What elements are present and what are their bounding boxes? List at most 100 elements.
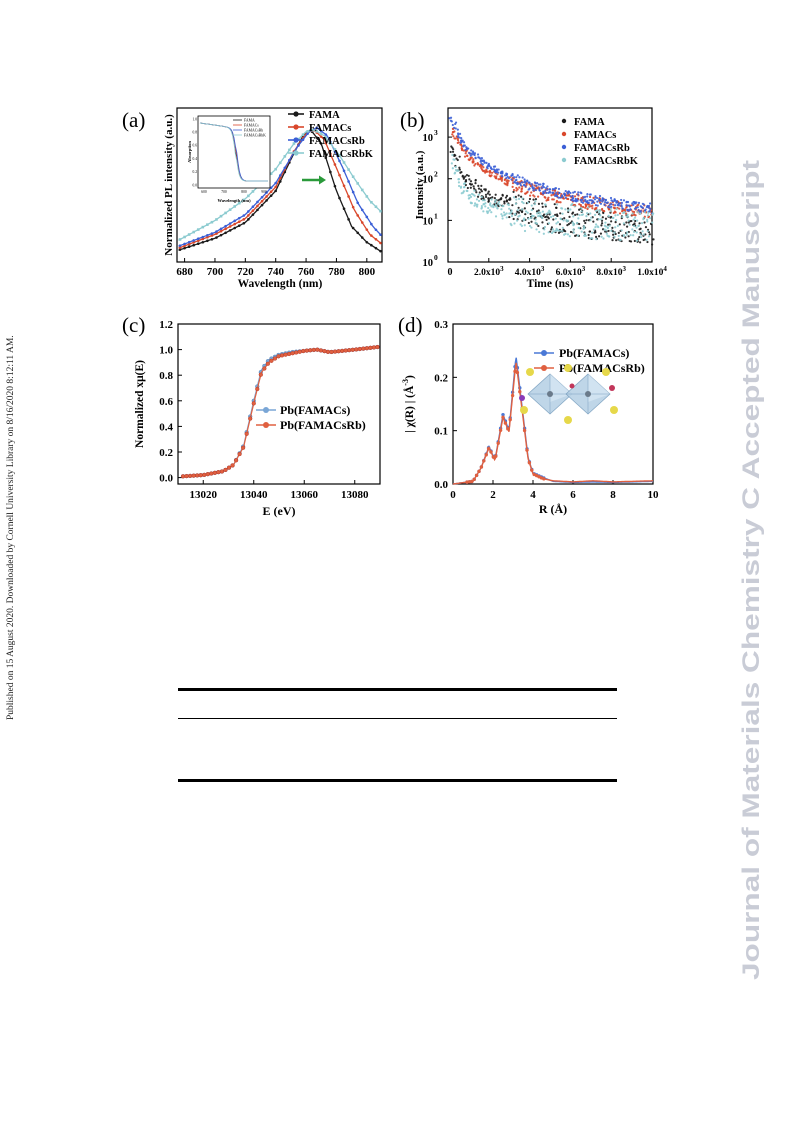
panel-d-xtick-label: 6: [570, 489, 576, 501]
panel-b-point: [626, 200, 630, 204]
panel-b-point: [474, 178, 477, 182]
panel-c-point: [248, 416, 253, 421]
panel-a-point: [360, 221, 364, 224]
panel-a-point: [297, 144, 300, 147]
panel-a-point: [351, 205, 355, 209]
panel-b-point: [477, 193, 480, 196]
panel-b-point: [649, 217, 652, 220]
panel-b-point: [540, 186, 543, 189]
shift-arrow: [302, 175, 326, 185]
panel-b-point: [569, 221, 572, 225]
panel-c-point: [241, 445, 246, 450]
panel-b-point: [613, 231, 616, 234]
legend-label-FAMACsRbK: FAMACsRbK: [574, 156, 639, 167]
panel-b-point: [599, 202, 603, 205]
panel-b-point: [533, 181, 537, 184]
legend-marker: [263, 407, 269, 413]
panel-b-point: [600, 222, 604, 225]
panel-b-point: [633, 210, 636, 214]
panel-b-point: [594, 204, 597, 207]
panel-c-ytick-label: 0.0: [159, 473, 173, 485]
panel-b-point: [576, 213, 579, 216]
panel-b-point: [532, 194, 535, 197]
panel-a-point: [247, 214, 250, 217]
panel-b-point: [507, 179, 510, 182]
panel-d-ytick-label: 0.0: [434, 479, 448, 491]
panel-b-point: [551, 191, 555, 194]
panel-d-y-ticks: 0.0 0.1 0.2 0.3: [434, 319, 457, 491]
panel-b-point: [529, 194, 532, 197]
journal-watermark: Journal of Materials Chemistry C Accepte…: [738, 160, 765, 980]
panel-d-point: [508, 417, 512, 422]
panel-b-point: [477, 156, 480, 159]
panel-b-point: [580, 192, 583, 195]
panel-b-point: [562, 219, 565, 222]
panel-c-point: [251, 401, 256, 406]
panel-b-point: [581, 205, 585, 209]
panel-b-point: [532, 187, 536, 190]
panel-b-point: [606, 226, 609, 230]
panel-b-point: [615, 201, 619, 204]
panel-b-point: [578, 208, 581, 211]
panel-a-point: [356, 182, 360, 185]
panel-a-point: [274, 185, 278, 189]
panel-b-point: [620, 198, 623, 202]
panel-a-point: [342, 184, 346, 188]
panel-b-point: [532, 215, 535, 218]
panel-a-point: [370, 234, 373, 237]
panel-b-point: [535, 222, 538, 225]
panel-b-point: [490, 198, 493, 201]
panel-b-point: [473, 153, 476, 156]
panel-d-point: [510, 393, 515, 398]
panel-a-point: [178, 244, 182, 247]
panel-b-point: [483, 199, 486, 202]
panel-b-point: [505, 173, 508, 176]
panel-b-point: [537, 224, 540, 228]
panel-b-point: [475, 191, 478, 194]
panel-b-point: [584, 221, 587, 225]
panel-a-point: [301, 133, 305, 136]
panel-b-point: [541, 221, 544, 224]
panel-d-ylabel-post: ): [404, 375, 416, 379]
panel-b-point: [457, 141, 460, 144]
panel-b-point: [463, 155, 467, 158]
table-bottom-rule: [178, 779, 617, 782]
panel-b-point: [623, 211, 626, 214]
panel-b-point: [559, 217, 563, 221]
panel-a-point: [215, 230, 218, 233]
panel-b-point: [473, 189, 476, 192]
panel-b-point: [636, 219, 639, 222]
panel-b-point: [456, 135, 460, 138]
panel-a-point: [338, 159, 341, 163]
panel-b-point: [551, 198, 554, 201]
panel-d-ytick-label: 0.1: [434, 426, 448, 438]
panel-b-point: [593, 198, 597, 201]
panel-b-point: [605, 232, 608, 235]
panel-b-point: [573, 205, 576, 208]
inset-ytick-label: 1.0: [193, 117, 198, 121]
panel-b-point: [532, 198, 535, 201]
panel-b-point: [562, 197, 566, 200]
panel-b-point: [531, 207, 535, 210]
panel-c-point: [354, 347, 359, 352]
legend-marker-FAMACsRbK: [293, 150, 299, 156]
panel-b-point: [640, 235, 643, 239]
panel-b-point: [652, 212, 655, 215]
panel-b-point: [635, 201, 638, 204]
panel-c-point: [195, 473, 200, 478]
panel-a-point: [251, 205, 255, 209]
panel-b-point: [587, 206, 590, 209]
panel-b-point: [473, 202, 477, 205]
panel-a-point: [187, 240, 191, 244]
panel-b-point: [489, 202, 492, 205]
panel-a-xtick-label: 700: [207, 266, 224, 278]
panel-b-point: [466, 189, 469, 193]
panel-b-point: [521, 208, 524, 211]
panel-c-label: (c): [122, 313, 145, 337]
panel-b-point: [526, 190, 529, 193]
panel-b-point: [473, 187, 476, 190]
panel-a-point: [365, 215, 369, 219]
panel-b-point: [639, 227, 642, 230]
panel-b-point: [637, 203, 640, 206]
panel-b-point: [574, 213, 577, 217]
